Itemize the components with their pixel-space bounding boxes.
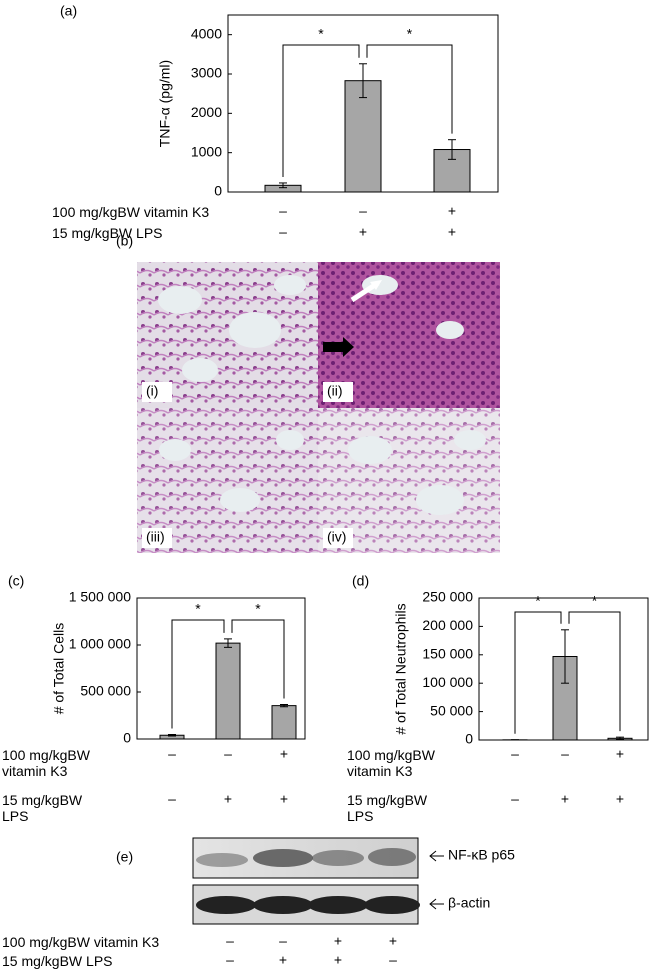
treatment-sign: + [389,933,397,949]
treatment-label: 100 mg/kgBW vitamin K3 [2,934,160,950]
band-label: NF-κB p65 [448,847,515,863]
significance-bracket [282,44,360,177]
panel-label: (c) [8,573,24,589]
arrow-head [343,337,354,357]
significance-bracket [568,611,621,732]
treatment-sign: – [226,933,234,949]
arrow [429,850,444,862]
treatment-sign: + [616,791,624,807]
treatment-label: 100 mg/kgBW vitamin K3 [2,747,90,779]
treatment-sign: – [279,224,287,240]
error-bar [616,736,624,740]
panel-label: (b) [116,233,133,249]
treatment-sign: + [334,933,342,949]
y-tick-label: 50 000 [430,702,473,718]
treatment-sign: + [280,791,288,807]
y-tick-label: 1 000 000 [69,636,131,652]
treatment-sign: – [511,746,519,762]
error-bar [168,733,176,737]
error-bar [279,182,287,189]
bar [215,642,241,740]
y-tick-label: 0 [465,731,473,747]
error-bar [224,638,232,648]
treatment-sign: – [226,952,234,968]
histology [137,262,500,553]
arrow [429,898,444,910]
image-label: (iii) [146,529,165,545]
label-box [142,382,172,402]
y-tick-label: 0 [123,730,131,746]
y-tick-label: 150 000 [422,646,473,662]
treatment-sign: + [279,952,287,968]
panel-label: (a) [60,3,77,19]
y-tick-label: 100 000 [422,674,473,690]
significance-bracket [231,619,285,699]
treatment-label: 15 mg/kgBW LPS [347,792,428,824]
treatment-sign: + [616,746,624,762]
y-tick-label: 250 000 [422,589,473,605]
y-axis-label: # of Total Neutrophils [393,603,409,734]
arrow-head [370,280,382,290]
label-box [142,528,172,548]
y-tick-label: 4000 [191,25,222,41]
treatment-sign: + [448,224,456,240]
label-box [323,382,353,402]
significance-bracket [366,44,453,134]
y-tick-label: 1000 [191,143,222,159]
treatment-sign: – [168,791,176,807]
treatment-label: 100 mg/kgBW vitamin K3 [347,747,435,779]
image-label: (iv) [327,529,346,545]
arrow [323,342,343,352]
treatment-sign: + [448,203,456,219]
treatment-sign: – [224,746,232,762]
y-tick-label: 500 000 [80,683,131,699]
image-label: (i) [146,383,158,399]
treatment-sign: + [359,224,367,240]
treatment-label: 15 mg/kgBW LPS [2,792,83,824]
annotation: * [318,26,324,42]
y-axis-label: TNF-α (pg/ml) [157,60,173,147]
y-tick-label: 1 500 000 [69,589,131,605]
treatment-sign: – [168,746,176,762]
error-bar [280,704,288,708]
treatment-sign: + [334,952,342,968]
treatment-sign: – [359,203,367,219]
treatment-sign: – [511,791,519,807]
y-tick-label: 0 [214,183,222,199]
annotation: * [535,593,541,609]
y-axis-label: # of Total Cells [51,623,67,715]
y-tick-label: 2000 [191,104,222,120]
treatment-label: 100 mg/kgBW vitamin K3 [52,204,210,220]
error-bar [448,139,456,160]
treatment-sign: – [279,203,287,219]
treatment-sign: – [561,746,569,762]
error-bar [359,63,367,99]
annotation: * [195,601,201,617]
panel-label: (d) [352,573,369,589]
treatment-sign: + [224,791,232,807]
label-box [323,528,353,548]
bar [271,705,297,740]
blot-bands [196,848,420,914]
treatment-label: 15 mg/kgBW LPS [52,225,163,241]
treatment-sign: – [279,933,287,949]
treatment-sign: + [280,746,288,762]
treatment-sign: + [561,791,569,807]
treatment-sign: – [389,952,397,968]
y-tick-label: 200 000 [422,617,473,633]
panel-label: (e) [116,849,133,865]
y-tick-label: 3000 [191,65,222,81]
alveoli [158,275,486,515]
significance-bracket [514,611,562,734]
annotation: * [592,593,598,609]
image-label: (ii) [327,383,343,399]
band-label: β-actin [448,895,490,911]
annotation: * [407,26,413,42]
error-bar [561,629,569,684]
significance-bracket [171,619,225,729]
annotation: * [255,601,261,617]
treatment-label: 15 mg/kgBW LPS [2,953,113,969]
